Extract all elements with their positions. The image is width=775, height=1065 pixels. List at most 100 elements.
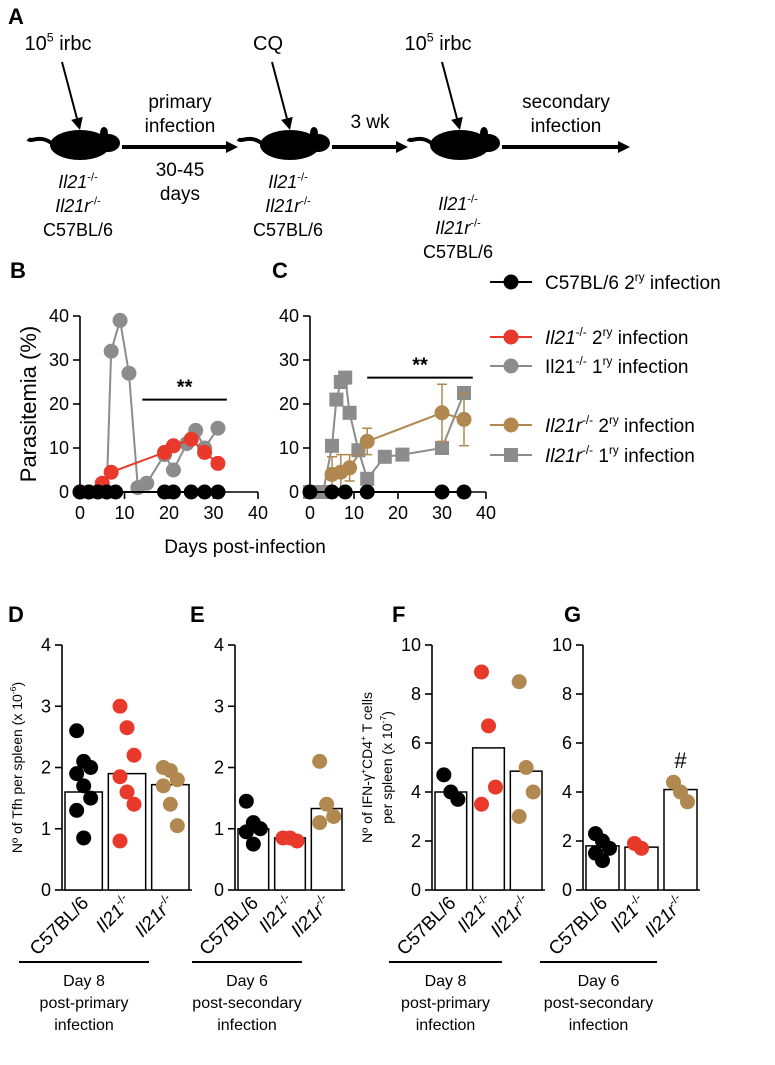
y-tick-label: 30 — [279, 350, 299, 370]
legend-label: Il21r-/- 1ry infection — [545, 444, 695, 467]
data-point — [338, 370, 353, 385]
genotype-label: Il21-/- — [58, 171, 98, 192]
text-part: -6 — [8, 686, 18, 694]
text-part: CD4 — [359, 741, 375, 769]
data-point — [474, 796, 489, 812]
annotation: # — [674, 748, 687, 773]
x-tick-label: C57BL/6 — [26, 893, 93, 960]
legend-label: C57BL/6 2ry infection — [545, 271, 721, 294]
data-point — [119, 784, 135, 800]
data-point — [511, 674, 527, 690]
text-part: ) — [379, 711, 395, 716]
data-point — [359, 433, 375, 449]
arrow-head — [618, 141, 630, 153]
stage-label: 3 wk — [350, 112, 390, 133]
group-label: post-primary — [40, 995, 129, 1012]
data-point — [119, 720, 135, 736]
text-part: ry — [635, 271, 645, 284]
data-point — [165, 484, 181, 500]
mouse-body — [50, 130, 110, 160]
data-point — [634, 840, 649, 856]
text-part: T cells — [359, 692, 375, 736]
data-point — [197, 484, 213, 500]
y-tick-label: 2 — [562, 831, 572, 851]
arrow-head — [396, 141, 408, 153]
x-tick-label: Il21r-/- — [640, 891, 690, 941]
text-part: 10 — [25, 33, 47, 55]
y-tick-label: 0 — [59, 482, 69, 502]
x-tick-label: 20 — [159, 503, 179, 523]
data-point — [197, 444, 213, 460]
text-part: C57BL/6 — [196, 893, 263, 960]
legend-label: Il21-/- 1ry infection — [545, 355, 688, 378]
stage-label: secondary — [522, 92, 610, 113]
text-part: infection — [612, 357, 688, 378]
text-part: -/- — [87, 171, 98, 183]
x-tick-label: 30 — [432, 503, 452, 523]
y-tick-label: 0 — [214, 880, 224, 900]
data-point — [183, 484, 199, 500]
group-label: infection — [416, 1017, 476, 1034]
text-part: 5 — [47, 31, 54, 45]
text-part: irbc — [434, 33, 472, 55]
panel-label: E — [190, 602, 205, 627]
text-part: 2 — [593, 416, 609, 437]
panel-label: B — [10, 258, 26, 283]
y-tick-label: 1 — [41, 819, 51, 839]
x-tick-label: Il21-/- — [91, 891, 137, 937]
y-tick-label: 1 — [214, 819, 224, 839]
data-point — [210, 455, 226, 471]
text-part: 1 — [587, 357, 603, 378]
stage-duration: 30-45 — [156, 160, 205, 181]
data-point — [83, 760, 99, 775]
strain-label: C57BL/6 — [253, 220, 323, 240]
data-point — [525, 784, 541, 800]
data-point — [112, 833, 128, 849]
text-part: ry — [603, 326, 613, 339]
data-point — [155, 778, 171, 794]
text-part: Il21r — [265, 196, 301, 216]
mouse-head — [306, 134, 330, 152]
text-part: Il21r — [545, 446, 583, 467]
panel-label: A — [8, 4, 24, 29]
text-part: -/- — [576, 355, 587, 368]
dose-label: 105 irbc — [25, 31, 92, 55]
text-part: infection — [645, 273, 721, 294]
x-tick-label: 10 — [114, 503, 134, 523]
mouse-ear — [480, 127, 488, 139]
y-tick-label: 0 — [562, 880, 572, 900]
data-point — [434, 405, 450, 421]
data-point — [680, 794, 695, 810]
text-part: -/- — [582, 414, 593, 427]
data-point — [456, 484, 472, 500]
genotype-label: Il21-/- — [438, 193, 478, 214]
data-point — [511, 809, 527, 824]
y-tick-label: 0 — [41, 880, 51, 900]
legend-marker — [503, 417, 519, 433]
y-tick-label: 3 — [214, 696, 224, 716]
legend-symbol — [504, 448, 518, 462]
legend-marker — [504, 448, 518, 462]
data-point — [359, 484, 375, 500]
data-point — [169, 818, 185, 834]
mouse-ear — [100, 127, 108, 139]
data-point — [103, 464, 119, 480]
text-part: 10 — [405, 33, 427, 55]
panel-label: F — [392, 602, 405, 627]
y-tick-label: 20 — [279, 394, 299, 414]
text-part: Nº of IFN-γ — [359, 774, 375, 843]
data-point — [252, 821, 268, 837]
data-point — [238, 824, 254, 840]
text-part: -/- — [467, 193, 478, 205]
text-part: C57BL/6 — [393, 893, 460, 960]
data-point — [481, 718, 496, 734]
text-part: irbc — [54, 33, 92, 55]
y-tick-label: 20 — [49, 394, 69, 414]
data-point — [238, 793, 254, 809]
data-point — [112, 312, 128, 328]
text-part: infection — [619, 416, 695, 437]
data-point — [324, 484, 340, 500]
text-part: C57BL/6 2 — [545, 273, 635, 294]
data-point — [474, 664, 489, 680]
x-tick-label: 30 — [203, 503, 223, 523]
